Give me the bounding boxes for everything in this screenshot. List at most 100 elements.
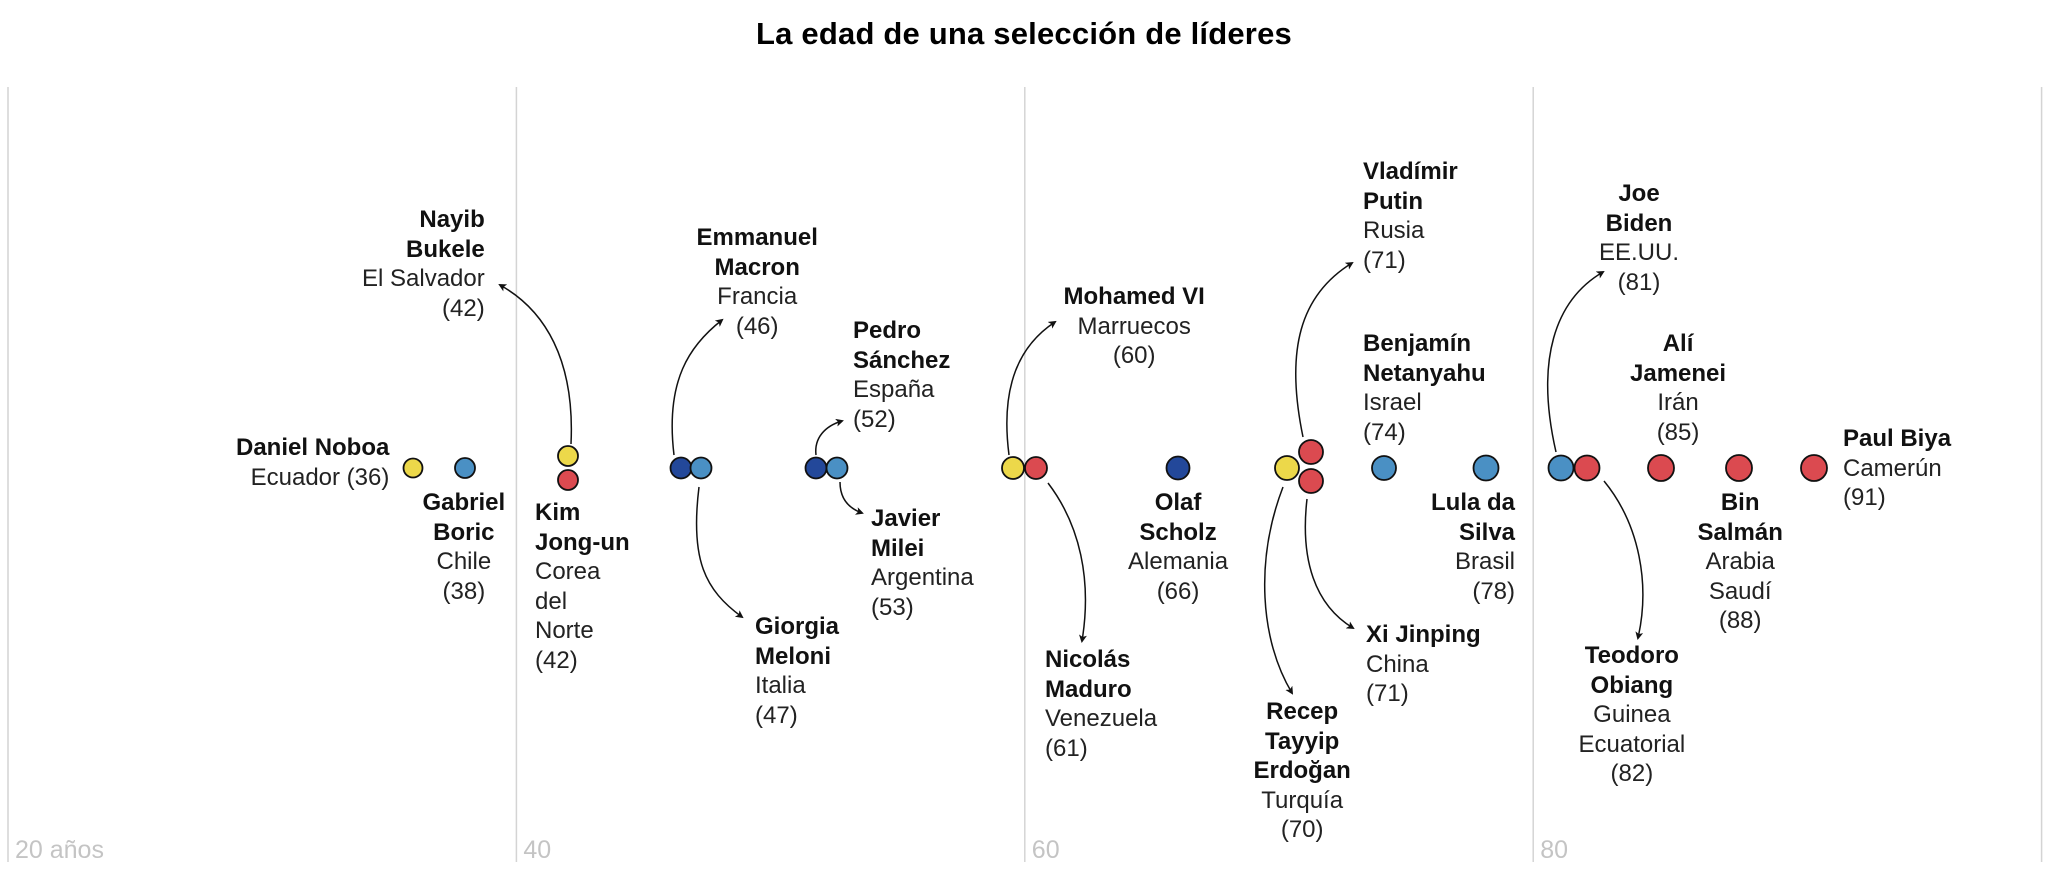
dot-milei[interactable] bbox=[825, 456, 849, 480]
dot-lula[interactable] bbox=[1472, 454, 1500, 482]
label-jamenei: Alí Jamenei Irán (85) bbox=[1630, 329, 1726, 447]
arrow-milei bbox=[839, 481, 864, 515]
leader-name: Tayyip bbox=[1265, 727, 1340, 755]
leader-name: Scholz bbox=[1139, 518, 1217, 546]
leader-country: Rusia bbox=[1363, 217, 1425, 244]
dot-scholz[interactable] bbox=[1165, 455, 1191, 481]
leader-country: Alemania bbox=[1128, 548, 1229, 575]
leader-dots bbox=[402, 439, 1828, 494]
dot-biden[interactable] bbox=[1547, 454, 1575, 482]
dot-jamenei[interactable] bbox=[1647, 454, 1675, 482]
arrow-putin bbox=[1294, 261, 1354, 438]
leader-name: Obiang bbox=[1590, 671, 1674, 699]
leader-name: Daniel Noboa bbox=[236, 434, 390, 461]
leader-name: Bin bbox=[1720, 489, 1760, 516]
dot-bukele[interactable] bbox=[557, 445, 579, 467]
label-meloni: Giorgia Meloni Italia (47) bbox=[755, 612, 839, 730]
dot-netanyahu[interactable] bbox=[1371, 455, 1397, 481]
leader-age: (61) bbox=[1045, 734, 1088, 762]
label-kim: Kim Jong-un Corea del Norte (42) bbox=[535, 498, 630, 675]
label-sanchez: Pedro Sánchez España (52) bbox=[853, 316, 950, 434]
leader-country: Ecuador (36) bbox=[250, 463, 390, 491]
dot-maduro[interactable] bbox=[1024, 456, 1048, 480]
arrow-erdogan bbox=[1264, 486, 1294, 695]
arrow-macron bbox=[671, 318, 724, 456]
leader-country: Brasil bbox=[1455, 548, 1516, 575]
leader-country: Chile bbox=[436, 548, 492, 575]
label-netanyahu: Benjamín Netanyahu Israel (74) bbox=[1363, 329, 1486, 447]
dot-boric[interactable] bbox=[454, 457, 476, 479]
leader-country: China bbox=[1366, 650, 1429, 678]
label-biya: Paul Biya Camerún (91) bbox=[1843, 424, 1951, 513]
label-lula: Lula da Silva Brasil (78) bbox=[1431, 488, 1515, 606]
leader-country: Saudí bbox=[1708, 577, 1772, 605]
dot-obiang[interactable] bbox=[1573, 454, 1601, 482]
leader-age: (46) bbox=[735, 312, 779, 340]
leader-age: (91) bbox=[1843, 484, 1886, 511]
leader-name: Gabriel bbox=[422, 489, 506, 516]
label-erdogan: Recep Tayyip Erdoğan Turquía (70) bbox=[1254, 697, 1351, 845]
leader-name: Nicolás bbox=[1045, 646, 1131, 673]
leader-country: Corea bbox=[535, 558, 601, 585]
leader-name: Kim bbox=[535, 499, 581, 526]
chart-title: La edad de una selección de líderes bbox=[756, 16, 1292, 51]
leader-country: Irán bbox=[1657, 389, 1699, 416]
gridlines bbox=[7, 87, 2043, 862]
leader-age: (47) bbox=[755, 701, 798, 729]
dot-erdogan[interactable] bbox=[1274, 455, 1300, 481]
label-bukele: Nayib Bukele El Salvador (42) bbox=[362, 205, 485, 323]
leader-age: (60) bbox=[1112, 342, 1156, 369]
leader-name: Giorgia bbox=[755, 613, 840, 640]
tick-label-20: 20 años bbox=[15, 836, 104, 864]
leader-age: (52) bbox=[853, 405, 896, 433]
leader-age: (85) bbox=[1656, 418, 1700, 446]
tick-label-80: 80 bbox=[1540, 836, 1568, 864]
leader-name: Silva bbox=[1458, 518, 1516, 546]
leader-name: Netanyahu bbox=[1363, 359, 1486, 387]
leader-age: (38) bbox=[442, 577, 486, 605]
leader-age: (74) bbox=[1363, 418, 1406, 446]
arrow-maduro bbox=[1047, 482, 1087, 643]
leader-name: Pedro bbox=[853, 317, 922, 344]
dot-meloni[interactable] bbox=[689, 456, 713, 480]
leader-name: Olaf bbox=[1154, 489, 1202, 516]
dot-noboa[interactable] bbox=[402, 457, 424, 479]
dot-macron[interactable] bbox=[669, 456, 693, 480]
leader-name: Paul Biya bbox=[1843, 425, 1952, 452]
leader-country: EE.UU. bbox=[1599, 239, 1680, 266]
leader-name: Lula da bbox=[1431, 489, 1516, 516]
label-putin: Vladímir Putin Rusia (71) bbox=[1363, 157, 1458, 275]
leader-name: Biden bbox=[1605, 209, 1673, 237]
leader-name: Sánchez bbox=[853, 346, 951, 374]
dot-mohamed[interactable] bbox=[1001, 456, 1025, 480]
leader-name: Putin bbox=[1363, 187, 1423, 215]
dot-kim[interactable] bbox=[557, 469, 579, 491]
label-scholz: Olaf Scholz Alemania (66) bbox=[1128, 488, 1228, 606]
leader-name: Milei bbox=[871, 534, 925, 562]
leader-country: del bbox=[535, 587, 568, 615]
leader-name: Erdoğan bbox=[1253, 757, 1351, 784]
dot-bin-salman[interactable] bbox=[1725, 454, 1753, 482]
label-boric: Gabriel Boric Chile (38) bbox=[423, 488, 506, 606]
leader-age: (71) bbox=[1366, 680, 1409, 707]
leader-age: (66) bbox=[1156, 577, 1200, 605]
dot-putin[interactable] bbox=[1298, 439, 1324, 465]
leader-name: Javier bbox=[871, 505, 941, 532]
label-xi: Xi Jinping China (71) bbox=[1366, 620, 1481, 709]
label-macron: Emmanuel Macron Francia (46) bbox=[697, 223, 818, 341]
dot-biya[interactable] bbox=[1800, 454, 1828, 482]
leader-country: Francia bbox=[717, 283, 798, 310]
leader-age: (78) bbox=[1472, 577, 1516, 605]
leader-age: (70) bbox=[1280, 816, 1324, 843]
tick-label-60: 60 bbox=[1031, 836, 1060, 864]
leader-name: Teodoro bbox=[1584, 642, 1679, 669]
dot-sanchez[interactable] bbox=[804, 456, 828, 480]
arrow-xi bbox=[1304, 498, 1355, 630]
leader-country: Ecuatorial bbox=[1578, 730, 1686, 758]
leader-name: Xi Jinping bbox=[1366, 621, 1481, 648]
leader-age: (81) bbox=[1617, 268, 1661, 296]
leader-arrows bbox=[498, 261, 1644, 695]
leader-name: Mohamed VI bbox=[1063, 283, 1205, 310]
dot-xi[interactable] bbox=[1298, 468, 1324, 494]
arrow-sanchez bbox=[815, 418, 844, 456]
